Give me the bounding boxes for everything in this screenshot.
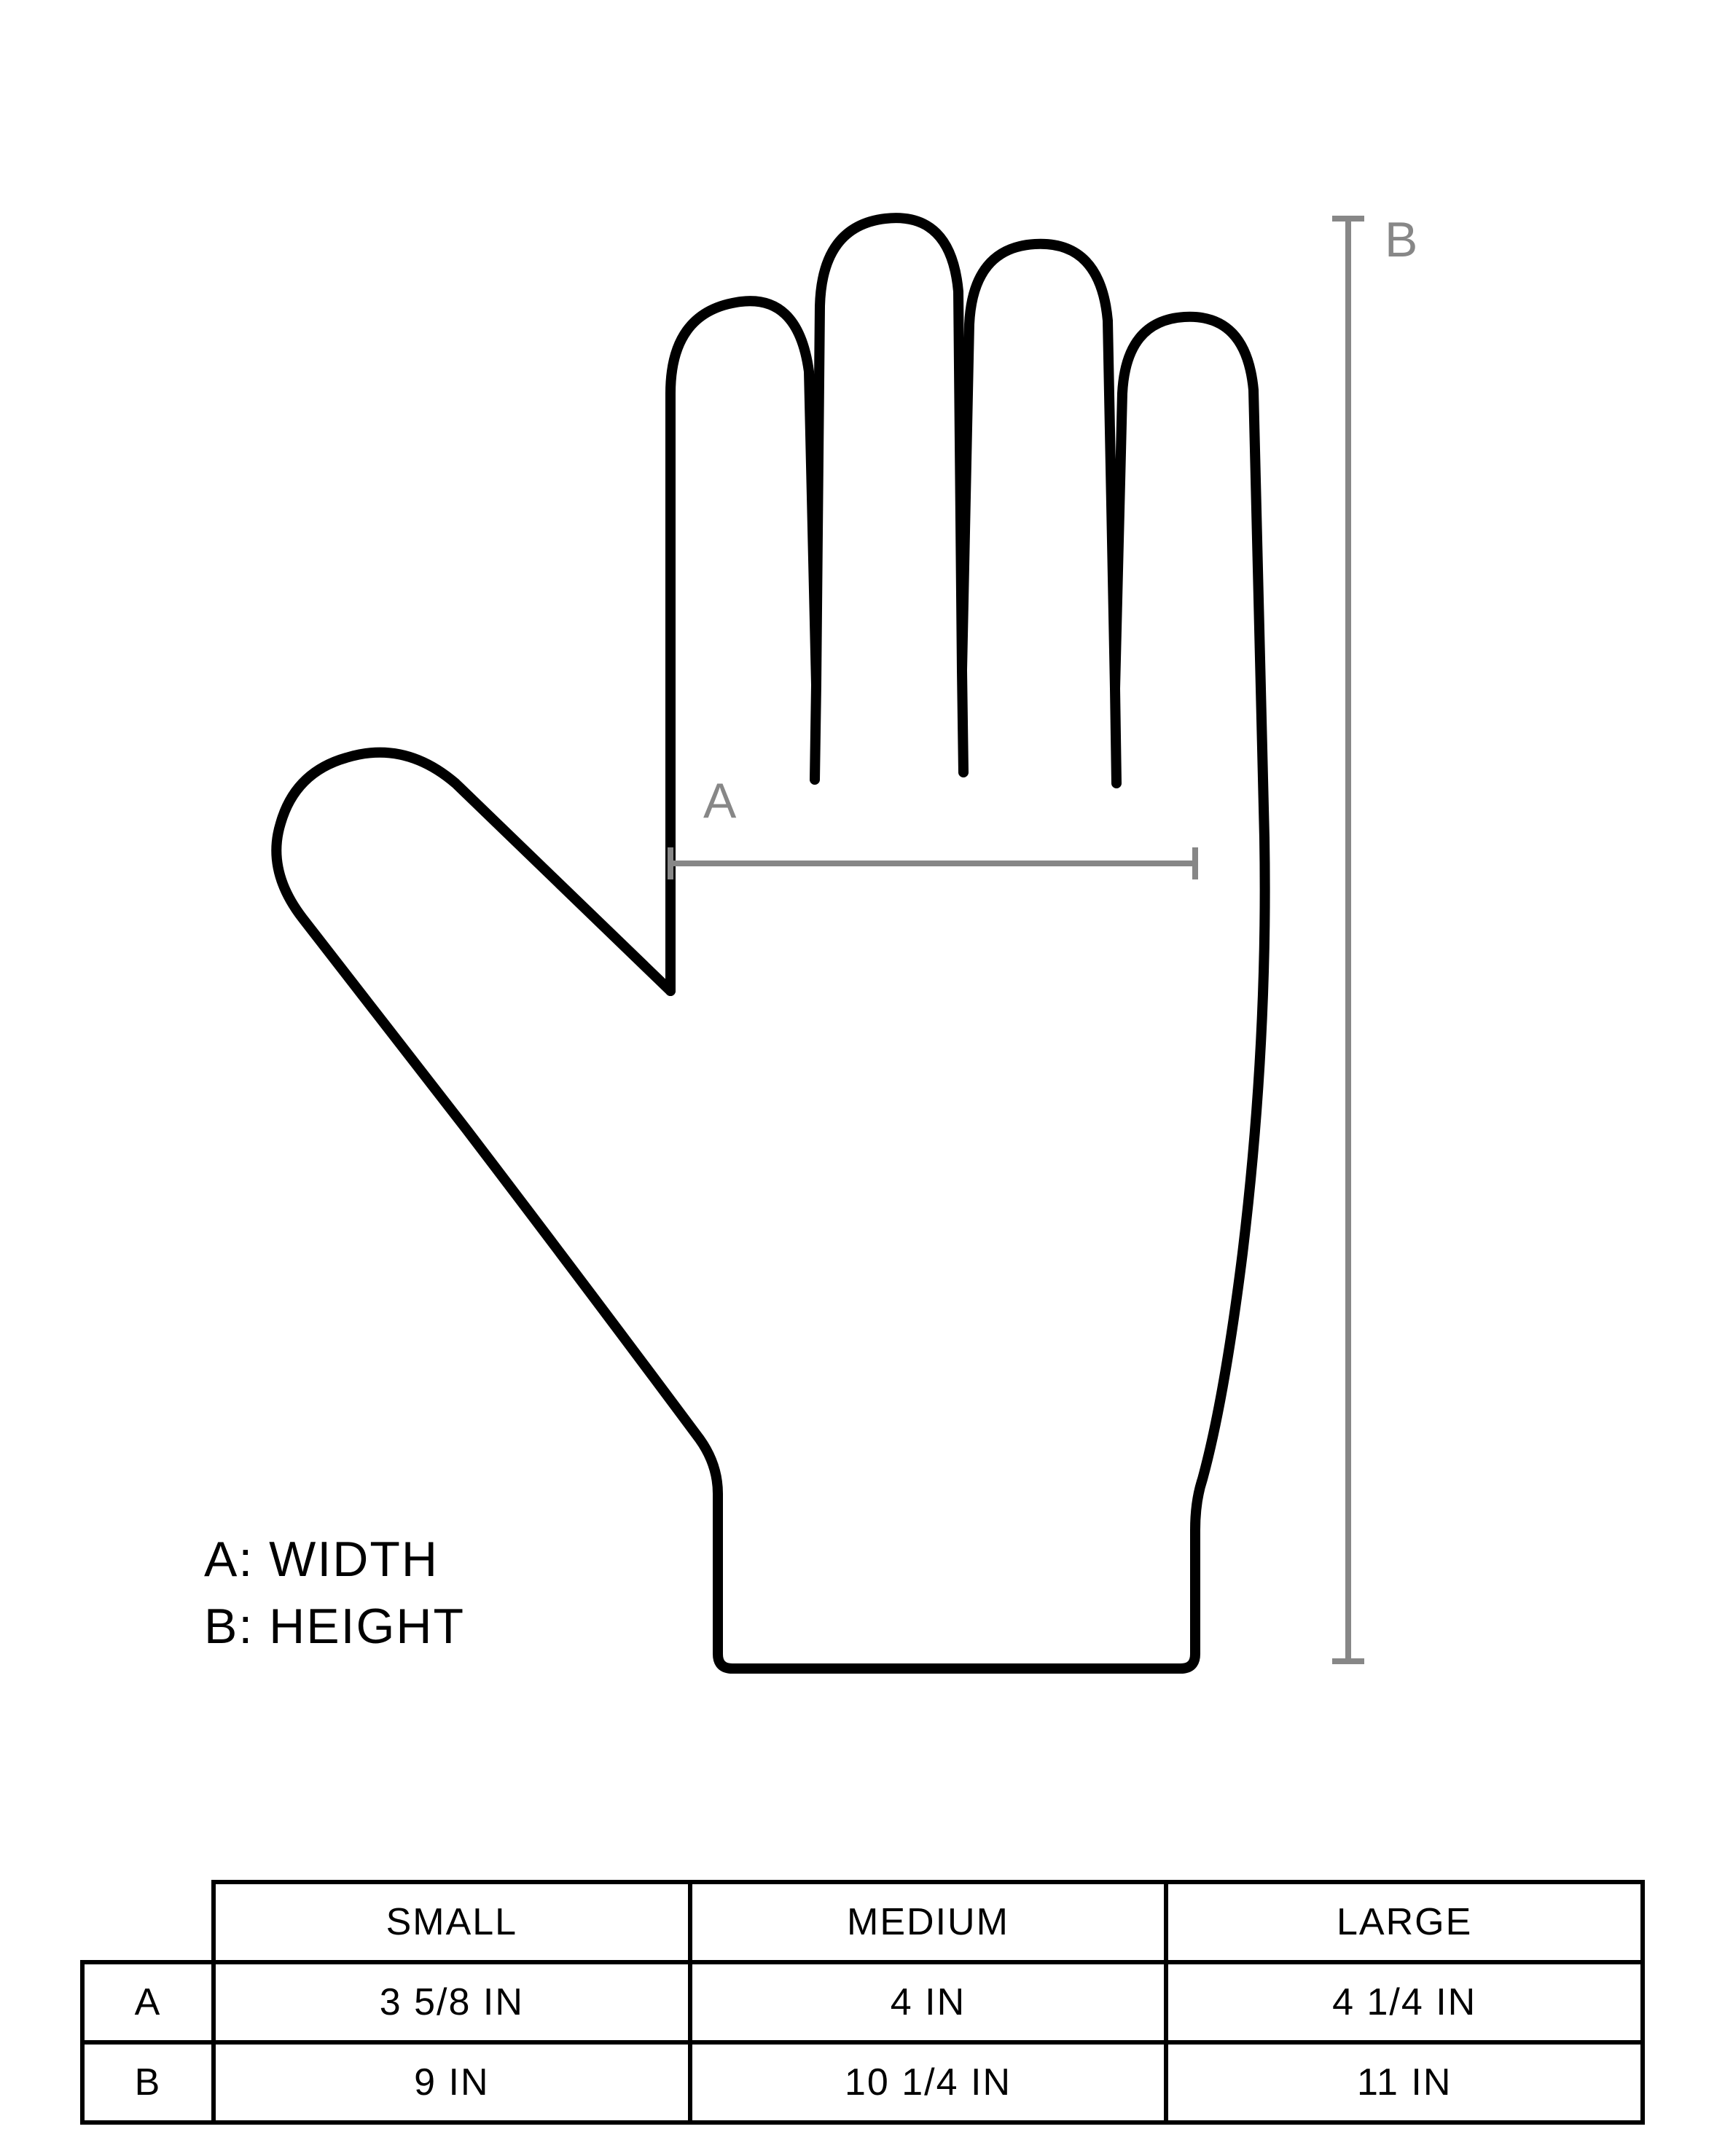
cell: 3 5/8 IN: [214, 1962, 690, 2042]
height-label: B: [1385, 211, 1419, 268]
page: A B A: WIDTH B: HEIGHT SMALL MEDIUM LARG…: [0, 0, 1725, 2156]
legend-b: B: HEIGHT: [204, 1594, 465, 1661]
legend-a: A: WIDTH: [204, 1526, 465, 1594]
legend: A: WIDTH B: HEIGHT: [204, 1526, 465, 1661]
row-label-a: A: [82, 1962, 214, 2042]
table-header-row: SMALL MEDIUM LARGE: [82, 1882, 1643, 1962]
cell: 10 1/4 IN: [690, 2042, 1167, 2122]
table-row: B 9 IN 10 1/4 IN 11 IN: [82, 2042, 1643, 2122]
size-table-wrap: SMALL MEDIUM LARGE A 3 5/8 IN 4 IN 4 1/4…: [80, 1880, 1645, 2125]
finger-line-1: [815, 685, 816, 780]
col-medium: MEDIUM: [690, 1882, 1167, 1962]
cell: 11 IN: [1166, 2042, 1643, 2122]
finger-line-3: [1115, 689, 1116, 783]
width-label: A: [703, 772, 738, 829]
row-label-b: B: [82, 2042, 214, 2122]
table-row: A 3 5/8 IN 4 IN 4 1/4 IN: [82, 1962, 1643, 2042]
glove-diagram: A B A: WIDTH B: HEIGHT: [0, 0, 1725, 1807]
cell: 9 IN: [214, 2042, 690, 2122]
col-small: SMALL: [214, 1882, 690, 1962]
col-large: LARGE: [1166, 1882, 1643, 1962]
cell: 4 1/4 IN: [1166, 1962, 1643, 2042]
glove-outline: [276, 218, 1264, 1669]
finger-line-2: [962, 670, 963, 772]
height-dimension: [1332, 219, 1364, 1661]
cell: 4 IN: [690, 1962, 1167, 2042]
size-table: SMALL MEDIUM LARGE A 3 5/8 IN 4 IN 4 1/4…: [80, 1880, 1645, 2125]
table-corner-cell: [82, 1882, 214, 1962]
